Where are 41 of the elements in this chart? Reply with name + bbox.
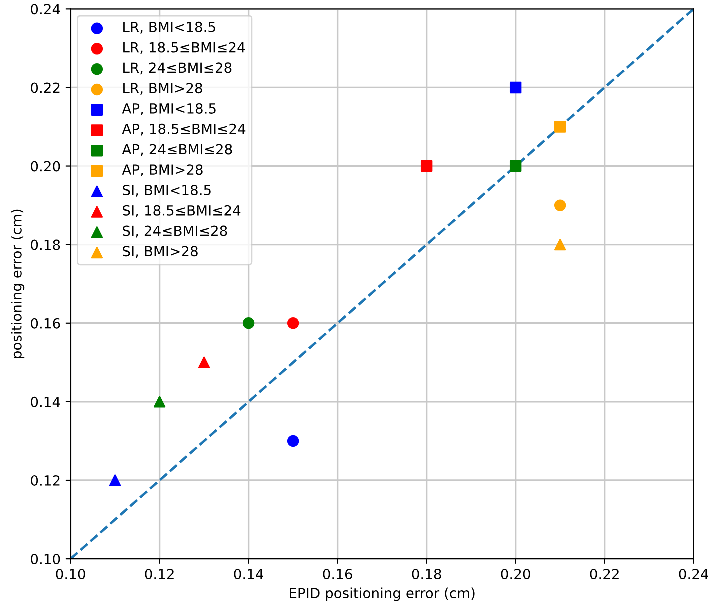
legend-label: AP, BMI<18.5 bbox=[122, 103, 216, 116]
legend-label: LR, 18.5≤BMI≤24 bbox=[124, 42, 246, 54]
legend-label: LR, BMI<18.5 bbox=[124, 22, 216, 34]
point bbox=[287, 318, 300, 330]
legend-label: SI, BMI>28 bbox=[123, 246, 198, 258]
x-tick-label: 0.18 bbox=[412, 569, 442, 580]
x-tick-label: 0.10 bbox=[56, 569, 86, 580]
legend-label: LR, 24≤BMI≤28 bbox=[124, 62, 232, 75]
point bbox=[510, 160, 522, 172]
point bbox=[420, 160, 433, 172]
y-tick-label: 0.20 bbox=[31, 161, 60, 172]
point bbox=[554, 200, 566, 212]
y-axis-title: positioning error (cm) bbox=[11, 210, 25, 358]
legend-label: SI, BMI<18.5 bbox=[123, 185, 211, 197]
legend-label: AP, BMI>28 bbox=[122, 164, 203, 177]
x-tick-label: 0.12 bbox=[145, 569, 174, 580]
legend-label: SI, 24≤BMI≤28 bbox=[123, 226, 228, 238]
point bbox=[510, 82, 522, 94]
x-tick-label: 0.14 bbox=[234, 569, 264, 580]
x-tick-label: 0.20 bbox=[501, 569, 530, 580]
y-tick-label: 0.24 bbox=[31, 4, 60, 15]
y-tick-label: 0.16 bbox=[31, 318, 60, 329]
x-tick-label: 0.22 bbox=[590, 569, 619, 580]
point bbox=[287, 435, 300, 448]
y-tick-label: 0.18 bbox=[31, 240, 60, 250]
y-tick-label: 0.14 bbox=[31, 396, 60, 408]
point bbox=[198, 356, 210, 369]
legend-label: LR, BMI>28 bbox=[124, 83, 202, 95]
y-tick-label: 0.22 bbox=[31, 82, 60, 94]
x-tick-label: 0.16 bbox=[323, 569, 352, 580]
y-tick-label: 0.12 bbox=[31, 475, 60, 486]
point bbox=[554, 121, 566, 133]
point bbox=[109, 474, 122, 486]
y-tick-label: 0.10 bbox=[31, 554, 60, 565]
legend-label: AP, 18.5≤BMI≤24 bbox=[122, 124, 246, 136]
point bbox=[154, 396, 166, 408]
x-axis-title: EPID positioning error (cm) bbox=[290, 588, 475, 602]
point bbox=[554, 238, 566, 251]
legend-label: AP, 24≤BMI≤28 bbox=[122, 144, 232, 156]
legend-label: SI, 18.5≤BMI≤24 bbox=[123, 205, 241, 218]
point bbox=[242, 318, 255, 330]
